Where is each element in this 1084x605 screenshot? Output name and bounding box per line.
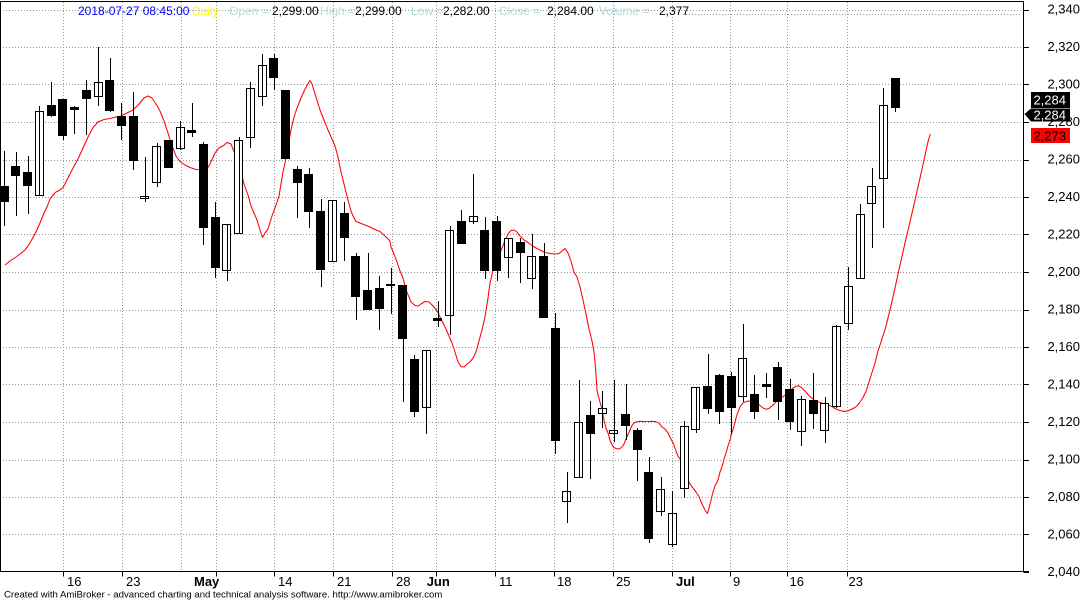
svg-text:11: 11: [499, 574, 513, 589]
svg-text:2,040: 2,040: [1047, 564, 1080, 579]
svg-text:14: 14: [278, 574, 292, 589]
svg-text:Created with AmiBroker - advan: Created with AmiBroker - advanced charti…: [4, 590, 442, 601]
svg-text:2,284: 2,284: [1033, 108, 1066, 123]
svg-text:2,160: 2,160: [1047, 339, 1080, 354]
svg-text:2018-07-27 08:45:00: 2018-07-27 08:45:00: [78, 4, 190, 18]
svg-text:Jun: Jun: [427, 574, 450, 589]
svg-text:16: 16: [67, 574, 81, 589]
svg-text:2,140: 2,140: [1047, 377, 1080, 392]
svg-text:2,299.00: 2,299.00: [272, 4, 319, 18]
svg-text:2,299.00: 2,299.00: [355, 4, 402, 18]
svg-text:2,282.00: 2,282.00: [443, 4, 490, 18]
svg-text:2,200: 2,200: [1047, 264, 1080, 279]
svg-text:23: 23: [849, 574, 863, 589]
svg-text:Daily: Daily: [192, 4, 219, 18]
svg-text:2,220: 2,220: [1047, 227, 1080, 242]
svg-text:2,340: 2,340: [1047, 2, 1080, 17]
svg-text:High =: High =: [320, 4, 355, 18]
svg-text:2,080: 2,080: [1047, 489, 1080, 504]
svg-text:2,300: 2,300: [1047, 77, 1080, 92]
svg-text:2,100: 2,100: [1047, 452, 1080, 467]
svg-text:2,377: 2,377: [659, 4, 689, 18]
svg-text:2,273: 2,273: [1033, 129, 1066, 144]
svg-text:Close =: Close =: [499, 4, 540, 18]
svg-text:16: 16: [790, 574, 804, 589]
svg-text:Jul: Jul: [676, 574, 695, 589]
svg-text:2,120: 2,120: [1047, 414, 1080, 429]
svg-text:2,260: 2,260: [1047, 152, 1080, 167]
svg-text:2,320: 2,320: [1047, 39, 1080, 54]
svg-text:23: 23: [126, 574, 140, 589]
svg-text:2,060: 2,060: [1047, 527, 1080, 542]
svg-text:Open =: Open =: [229, 4, 269, 18]
svg-text:Volume =: Volume =: [599, 4, 649, 18]
svg-text:2,240: 2,240: [1047, 189, 1080, 204]
svg-text:May: May: [194, 574, 220, 589]
svg-text:21: 21: [337, 574, 351, 589]
svg-text:18: 18: [557, 574, 571, 589]
svg-text:25: 25: [616, 574, 630, 589]
svg-text:2,284: 2,284: [1033, 93, 1066, 108]
svg-text:9: 9: [733, 574, 740, 589]
svg-text:Low =: Low =: [411, 4, 443, 18]
svg-text:2,180: 2,180: [1047, 302, 1080, 317]
svg-text:28: 28: [396, 574, 410, 589]
svg-text:2,284.00: 2,284.00: [547, 4, 594, 18]
